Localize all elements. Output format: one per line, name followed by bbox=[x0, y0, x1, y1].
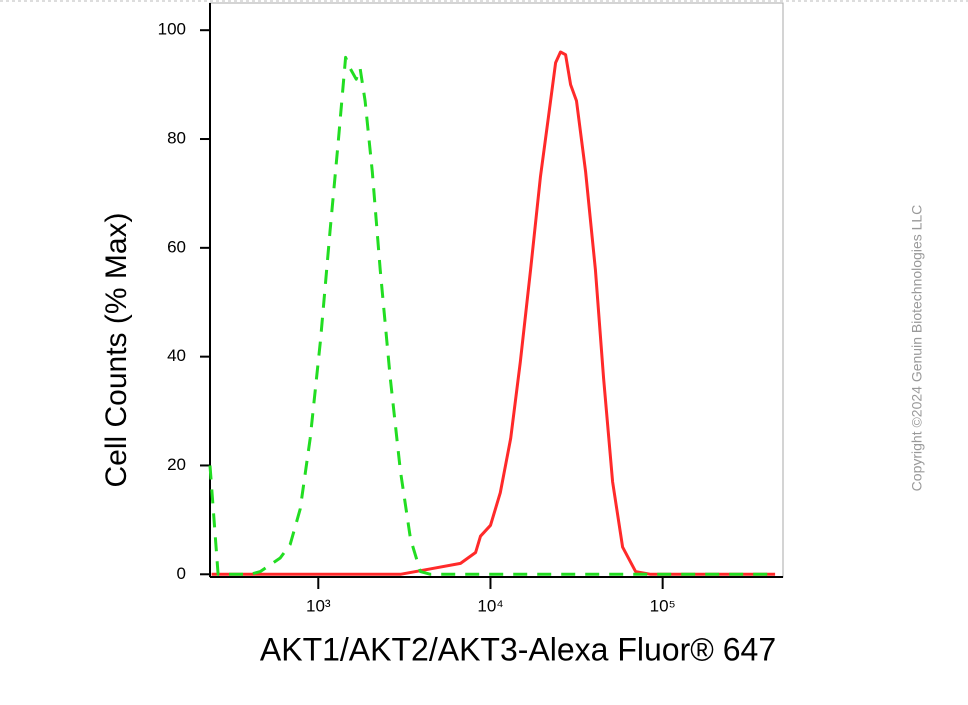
x-tick-label: 10³ bbox=[306, 596, 331, 615]
y-tick-label: 60 bbox=[167, 237, 186, 256]
y-tick-label: 100 bbox=[158, 20, 186, 39]
y-tick-label: 0 bbox=[177, 564, 186, 583]
x-tick-label: 10⁴ bbox=[477, 596, 503, 615]
series-line bbox=[208, 55, 776, 576]
copyright: Copyright ©2024 Genuin Biotechnologies L… bbox=[909, 205, 925, 492]
y-tick-label: 40 bbox=[167, 346, 186, 365]
y-tick-label: 80 bbox=[167, 129, 186, 148]
x-tick-label: 10⁵ bbox=[650, 596, 676, 615]
y-axis-label: Cell Counts (% Max) bbox=[100, 212, 133, 487]
x-axis-label: AKT1/AKT2/AKT3-Alexa Fluor® 647 bbox=[260, 631, 776, 667]
series-line bbox=[211, 50, 776, 576]
y-tick-label: 20 bbox=[167, 455, 186, 474]
plot-frame bbox=[209, 2, 784, 578]
